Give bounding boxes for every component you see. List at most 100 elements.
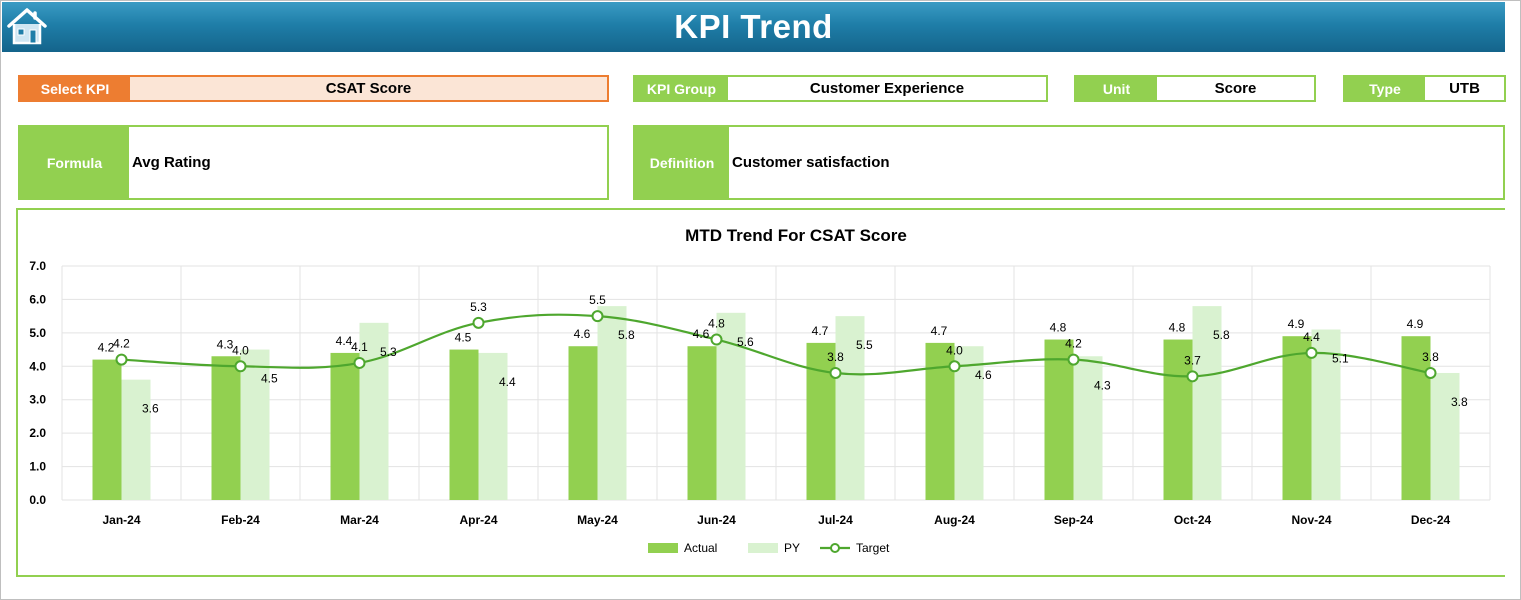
target-marker — [234, 360, 247, 373]
data-label-target: 3.8 — [827, 350, 844, 364]
bar-py — [478, 352, 508, 500]
data-label-py: 4.5 — [261, 372, 278, 386]
data-label-py: 4.6 — [975, 368, 992, 382]
kpi-group-label: KPI Group — [635, 77, 728, 100]
x-tick-label: Feb-24 — [221, 513, 260, 527]
y-tick-label: 6.0 — [29, 292, 46, 306]
y-tick-label: 5.0 — [29, 326, 46, 340]
data-label-target: 4.4 — [1303, 330, 1320, 344]
x-tick-label: Jul-24 — [818, 513, 853, 527]
bar-py — [240, 349, 270, 500]
bar-actual — [568, 346, 598, 500]
home-icon[interactable] — [5, 5, 49, 47]
bar-py — [121, 379, 151, 500]
type-value: UTB — [1449, 80, 1480, 97]
trend-chart: MTD Trend For CSAT Score 0.0 1.0 2.0 3.0 4.0 5… — [29, 226, 1491, 555]
bar-py — [597, 306, 627, 500]
legend-label-target: Target — [856, 541, 890, 555]
chart-title: MTD Trend For CSAT Score — [685, 226, 907, 245]
select-kpi-label: Select KPI — [20, 77, 130, 100]
legend-label-actual: Actual — [684, 541, 717, 555]
kpi-group-value: Customer Experience — [809, 80, 965, 97]
y-tick-label: 3.0 — [29, 393, 46, 407]
data-label-target: 3.8 — [1422, 350, 1439, 364]
legend-swatch-py — [748, 543, 778, 553]
x-tick-label: May-24 — [577, 513, 618, 527]
target-marker — [948, 360, 961, 373]
bar-actual — [1282, 336, 1312, 500]
data-label-target: 4.2 — [113, 337, 130, 351]
data-label-py: 5.6 — [737, 335, 754, 349]
unit-value: Score — [1214, 80, 1257, 97]
formula-field: Formula Avg Rating — [18, 125, 609, 200]
data-label-target: 4.8 — [708, 317, 725, 331]
data-label-actual: 4.7 — [812, 324, 829, 338]
target-marker — [1186, 370, 1199, 383]
bar-py — [1311, 329, 1341, 500]
x-tick-label: Aug-24 — [934, 513, 975, 527]
target-marker — [710, 333, 723, 346]
x-tick-label: Oct-24 — [1174, 513, 1212, 527]
x-tick-label: Dec-24 — [1411, 513, 1451, 527]
data-label-target: 4.0 — [946, 343, 963, 357]
unit-label: Unit — [1076, 77, 1157, 100]
bar-py — [835, 316, 865, 500]
x-tick-label: Sep-24 — [1054, 513, 1094, 527]
trend-chart-panel: MTD Trend For CSAT Score 0.0 1.0 2.0 3.0 4.0 5… — [16, 208, 1505, 577]
bar-actual — [92, 359, 122, 500]
x-tick-label: Jun-24 — [697, 513, 736, 527]
data-label-actual: 4.6 — [693, 327, 710, 341]
x-tick-label: Jan-24 — [102, 513, 140, 527]
data-label-actual: 4.3 — [217, 337, 234, 351]
select-kpi-dropdown[interactable]: CSAT Score — [130, 77, 607, 100]
definition-label: Definition — [635, 127, 729, 198]
y-tick-label: 1.0 — [29, 460, 46, 474]
bar-actual — [449, 349, 479, 500]
target-marker — [472, 316, 485, 329]
data-label-actual: 4.4 — [336, 334, 353, 348]
data-label-actual: 4.9 — [1288, 317, 1305, 331]
y-tick-label: 0.0 — [29, 493, 46, 507]
legend-swatch-actual — [648, 543, 678, 553]
data-label-actual: 4.8 — [1169, 321, 1186, 335]
type-field: Type UTB — [1343, 75, 1506, 102]
data-label-py: 5.1 — [1332, 352, 1349, 366]
definition-value: Customer satisfaction — [732, 154, 890, 171]
kpi-group-field: KPI Group Customer Experience — [633, 75, 1048, 102]
data-label-py: 3.8 — [1451, 395, 1468, 409]
bar-py — [359, 322, 389, 500]
data-label-target: 4.0 — [232, 343, 249, 357]
bar-actual — [1401, 336, 1431, 500]
data-label-target: 3.7 — [1184, 353, 1201, 367]
y-tick-label: 7.0 — [29, 259, 46, 273]
data-label-actual: 4.9 — [1407, 317, 1424, 331]
x-tick-label: Mar-24 — [340, 513, 379, 527]
x-tick-label: Nov-24 — [1291, 513, 1331, 527]
legend-marker-target — [830, 543, 840, 553]
target-marker — [591, 310, 604, 323]
target-marker — [829, 366, 842, 379]
data-label-py: 5.8 — [1213, 328, 1230, 342]
formula-value: Avg Rating — [132, 154, 211, 171]
data-label-py: 5.8 — [618, 328, 635, 342]
target-marker — [1424, 366, 1437, 379]
target-marker — [1067, 353, 1080, 366]
data-label-target: 5.3 — [470, 300, 487, 314]
data-label-py: 3.6 — [142, 402, 159, 416]
data-label-py: 4.4 — [499, 375, 516, 389]
bar-py — [1073, 356, 1103, 500]
data-label-actual: 4.2 — [98, 341, 115, 355]
y-tick-label: 4.0 — [29, 359, 46, 373]
type-label: Type — [1345, 77, 1425, 100]
header-bar: KPI Trend — [2, 2, 1505, 52]
bar-actual — [330, 352, 360, 500]
data-label-target: 4.2 — [1065, 337, 1082, 351]
bar-actual — [806, 342, 836, 500]
select-kpi-field[interactable]: Select KPI CSAT Score — [18, 75, 609, 102]
data-label-target: 4.1 — [351, 340, 368, 354]
unit-field: Unit Score — [1074, 75, 1316, 102]
definition-field: Definition Customer satisfaction — [633, 125, 1505, 200]
data-label-py: 4.3 — [1094, 378, 1111, 392]
bar-py — [954, 346, 984, 500]
bar-actual — [1044, 339, 1074, 500]
